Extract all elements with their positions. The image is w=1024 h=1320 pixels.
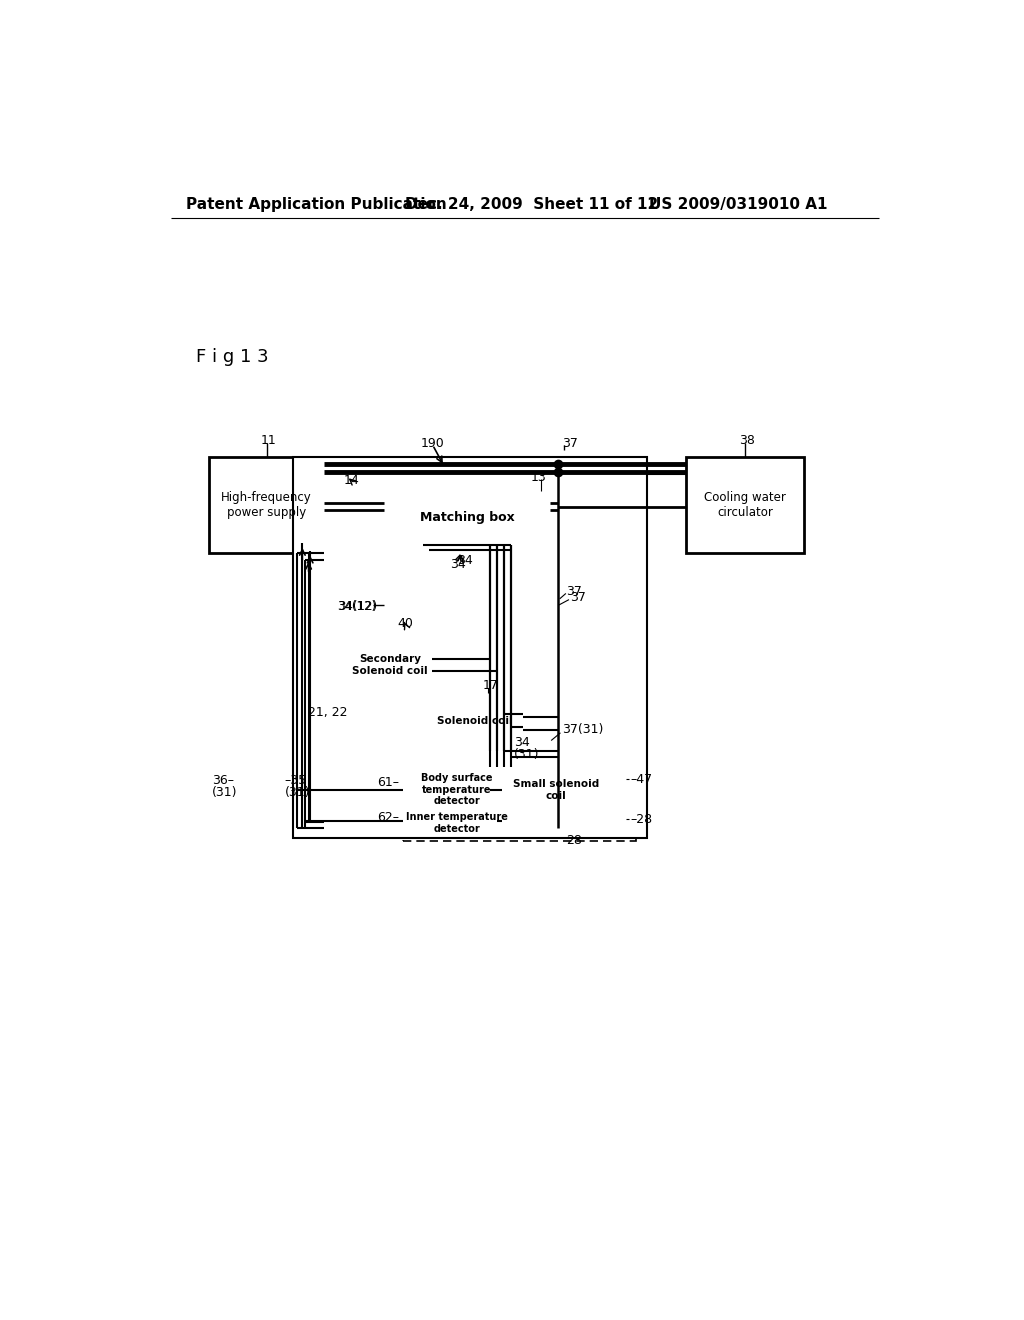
Text: Secondary
Solenoid coil: Secondary Solenoid coil bbox=[352, 655, 428, 676]
Text: 28: 28 bbox=[566, 834, 582, 847]
Text: 34(12): 34(12) bbox=[338, 601, 377, 612]
Bar bbox=[293, 457, 647, 838]
Text: –28: –28 bbox=[630, 813, 652, 825]
Bar bbox=[686, 457, 804, 553]
Text: 13: 13 bbox=[530, 471, 547, 483]
Bar bbox=[209, 457, 324, 553]
Text: 38: 38 bbox=[739, 434, 755, 446]
Text: (31): (31) bbox=[212, 785, 238, 799]
Text: 34: 34 bbox=[514, 735, 529, 748]
Text: Inner temperature
detector: Inner temperature detector bbox=[406, 812, 508, 834]
Text: 62–: 62– bbox=[377, 810, 399, 824]
Text: High-frequency
power supply: High-frequency power supply bbox=[221, 491, 312, 519]
Text: 37: 37 bbox=[562, 437, 578, 450]
Text: (31): (31) bbox=[285, 785, 310, 799]
Text: 34: 34 bbox=[450, 557, 465, 570]
Text: Patent Application Publication: Patent Application Publication bbox=[186, 197, 446, 213]
Text: –35: –35 bbox=[285, 774, 306, 787]
Text: 34: 34 bbox=[458, 554, 473, 566]
Text: 190: 190 bbox=[421, 437, 444, 450]
Text: Solenoid coil: Solenoid coil bbox=[437, 715, 513, 726]
Text: 17: 17 bbox=[483, 680, 499, 693]
Ellipse shape bbox=[517, 760, 595, 818]
Text: 37: 37 bbox=[566, 585, 582, 598]
Bar bbox=[337, 619, 636, 838]
Bar bbox=[411, 810, 503, 836]
Text: Small solenoid
coil: Small solenoid coil bbox=[513, 779, 599, 801]
Text: 11: 11 bbox=[260, 434, 276, 446]
Bar bbox=[337, 475, 636, 605]
Text: 21, 22: 21, 22 bbox=[308, 706, 347, 719]
Text: Cooling water
circulator: Cooling water circulator bbox=[703, 491, 785, 519]
Text: 34(12): 34(12) bbox=[337, 601, 377, 612]
Text: 36–: 36– bbox=[212, 774, 233, 787]
Bar bbox=[607, 774, 627, 821]
Text: (31): (31) bbox=[514, 748, 540, 760]
Text: 61–: 61– bbox=[377, 776, 399, 788]
Ellipse shape bbox=[348, 632, 432, 697]
Text: Dec. 24, 2009  Sheet 11 of 12: Dec. 24, 2009 Sheet 11 of 12 bbox=[406, 197, 658, 213]
Text: –47: –47 bbox=[630, 772, 652, 785]
Text: US 2009/0319010 A1: US 2009/0319010 A1 bbox=[649, 197, 827, 213]
Bar bbox=[403, 767, 636, 841]
Text: 37: 37 bbox=[569, 591, 586, 603]
Text: Body surface
temperature
detector: Body surface temperature detector bbox=[421, 774, 493, 807]
Bar bbox=[384, 491, 550, 545]
Text: F i g 1 3: F i g 1 3 bbox=[197, 348, 269, 366]
Text: 37(31): 37(31) bbox=[562, 723, 603, 737]
Text: Matching box: Matching box bbox=[420, 511, 514, 524]
Text: 14: 14 bbox=[343, 474, 359, 487]
Bar bbox=[411, 774, 503, 807]
Ellipse shape bbox=[427, 682, 523, 759]
Text: 40: 40 bbox=[397, 616, 414, 630]
